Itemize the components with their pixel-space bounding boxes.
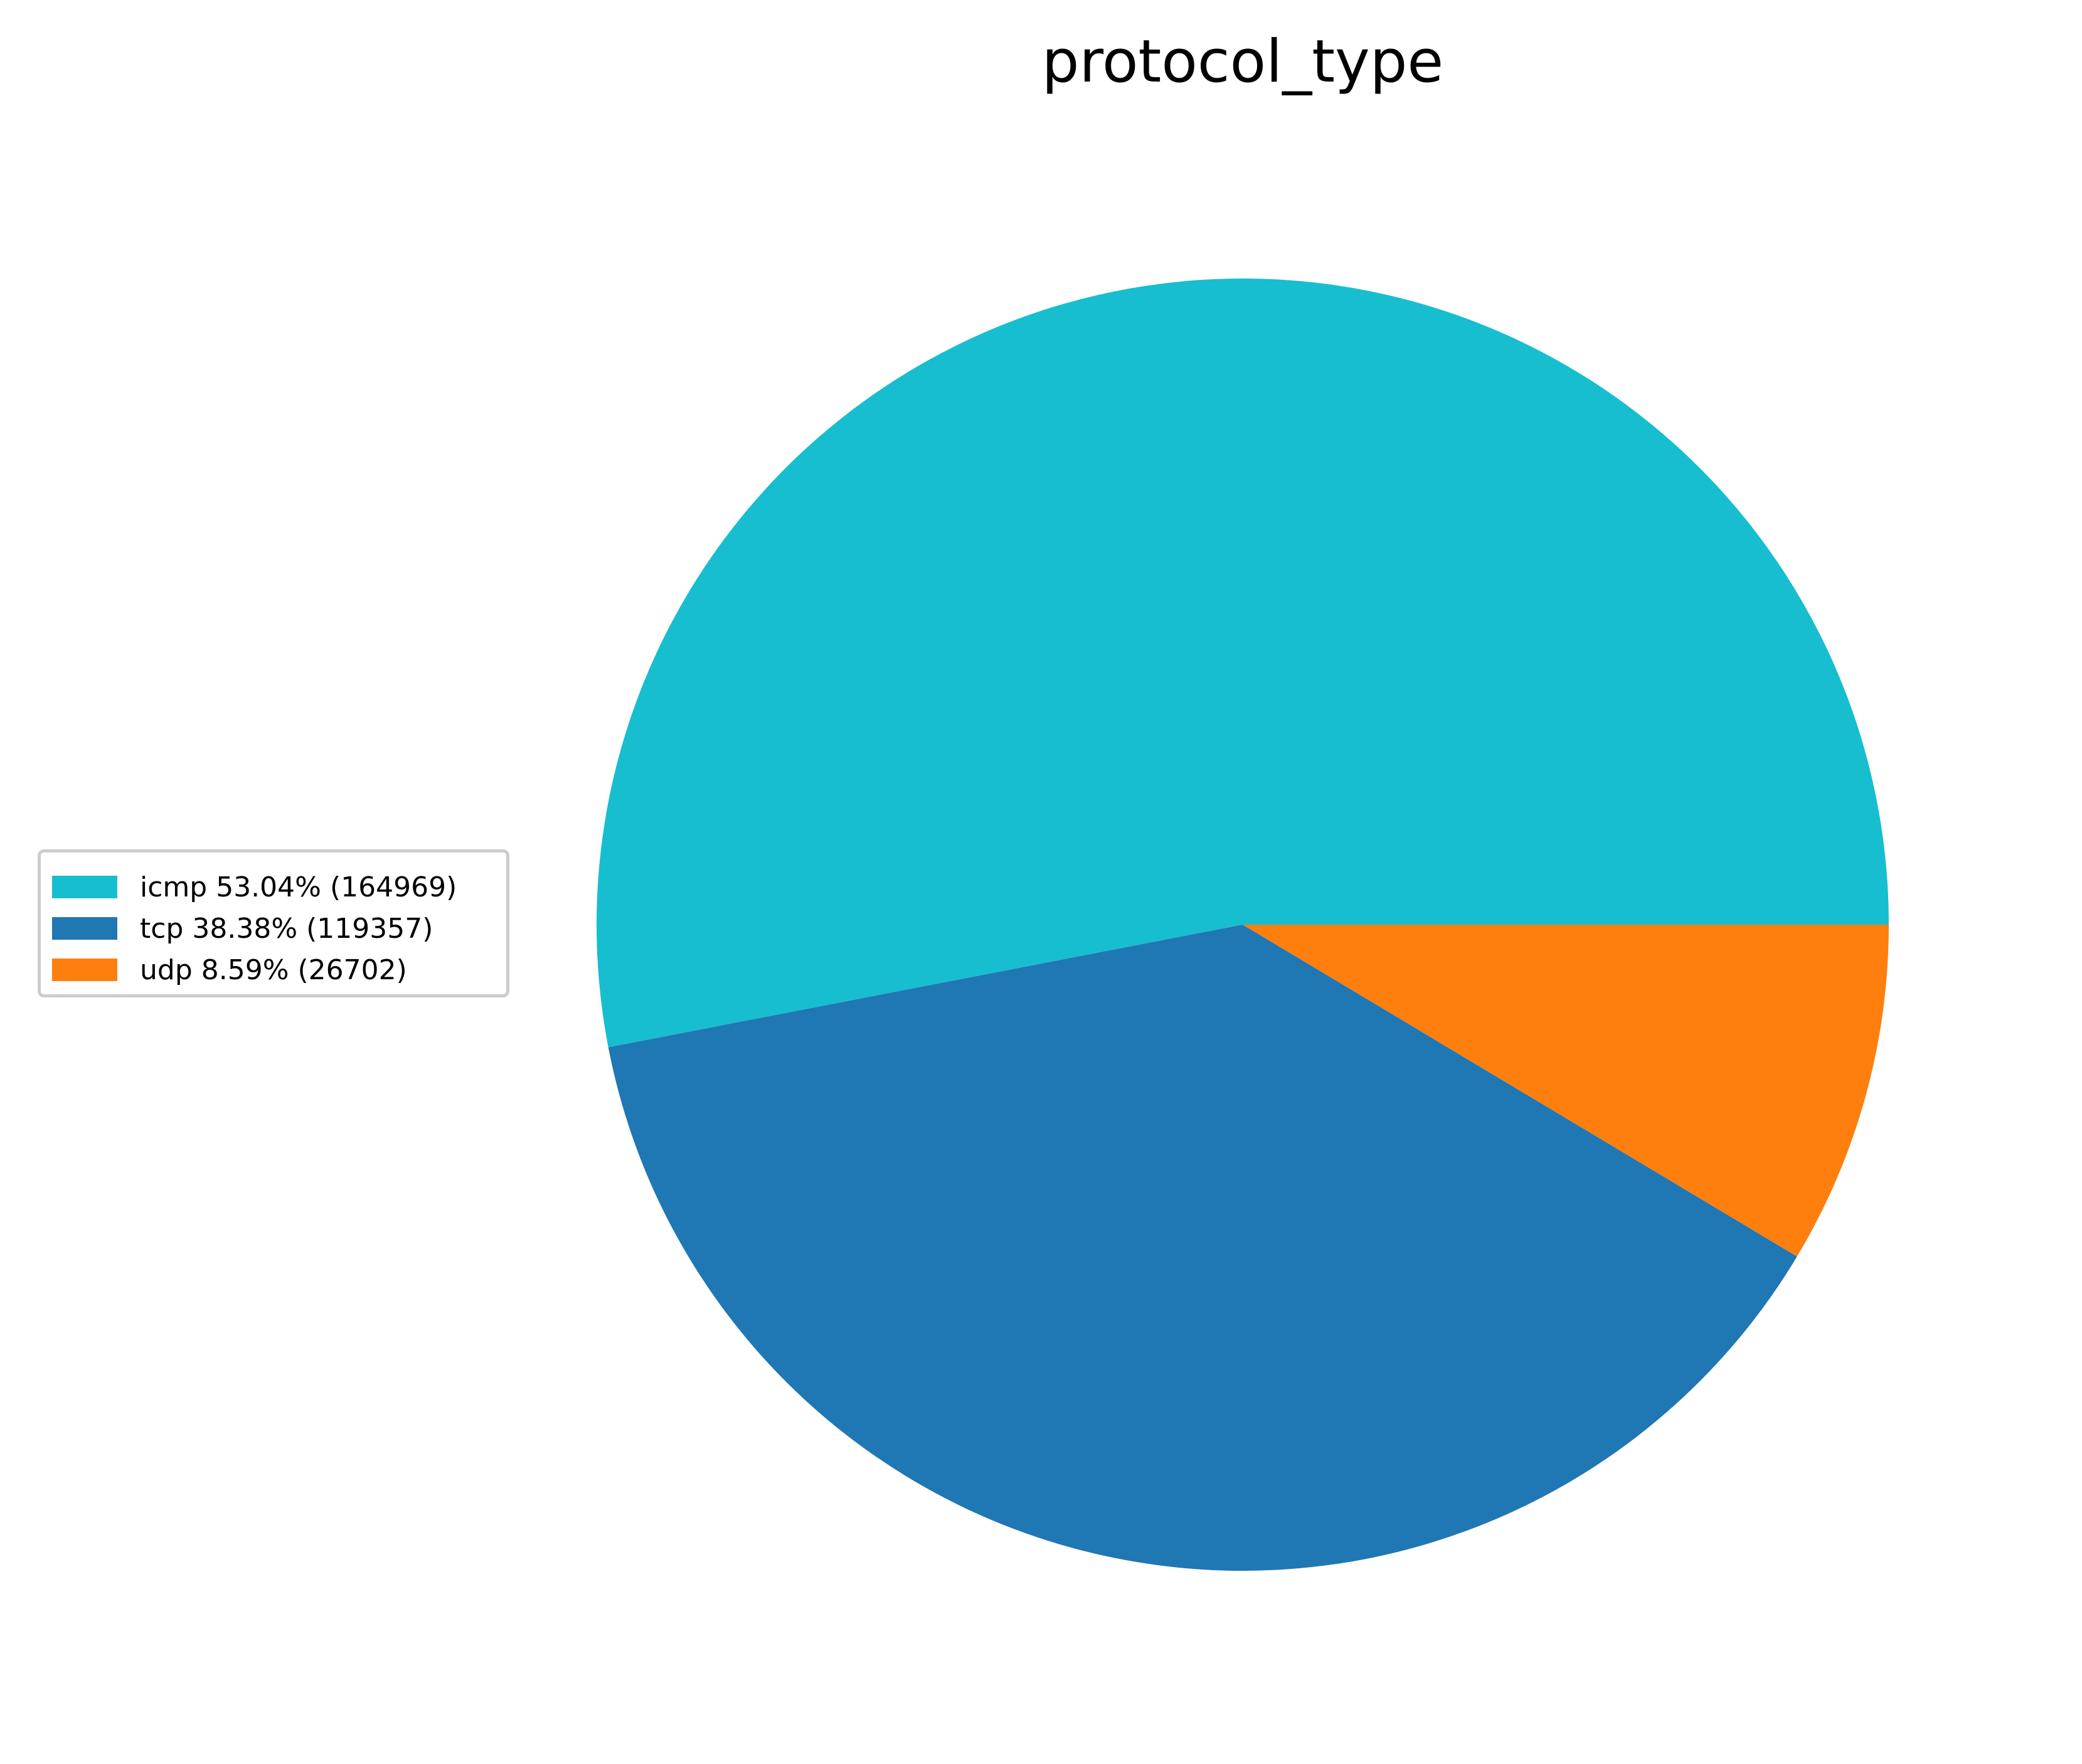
legend-item-udp: udp 8.59% (26702): [52, 949, 506, 991]
chart-title: protocol_type: [1041, 28, 1444, 96]
legend-swatch-icmp: [52, 876, 117, 898]
legend-label-udp: udp 8.59% (26702): [140, 954, 407, 986]
legend-swatch-udp: [52, 959, 117, 981]
legend: icmp 53.04% (164969) tcp 38.38% (119357)…: [38, 849, 509, 997]
legend-item-tcp: tcp 38.38% (119357): [52, 908, 506, 949]
legend-item-icmp: icmp 53.04% (164969): [52, 866, 506, 908]
legend-label-tcp: tcp 38.38% (119357): [140, 912, 433, 945]
pie-slice-udp: [1243, 925, 1889, 1257]
pie-slice-tcp: [608, 925, 1797, 1571]
legend-swatch-tcp: [52, 917, 117, 940]
pie-slice-icmp: [596, 279, 1889, 1048]
legend-label-icmp: icmp 53.04% (164969): [140, 871, 457, 903]
